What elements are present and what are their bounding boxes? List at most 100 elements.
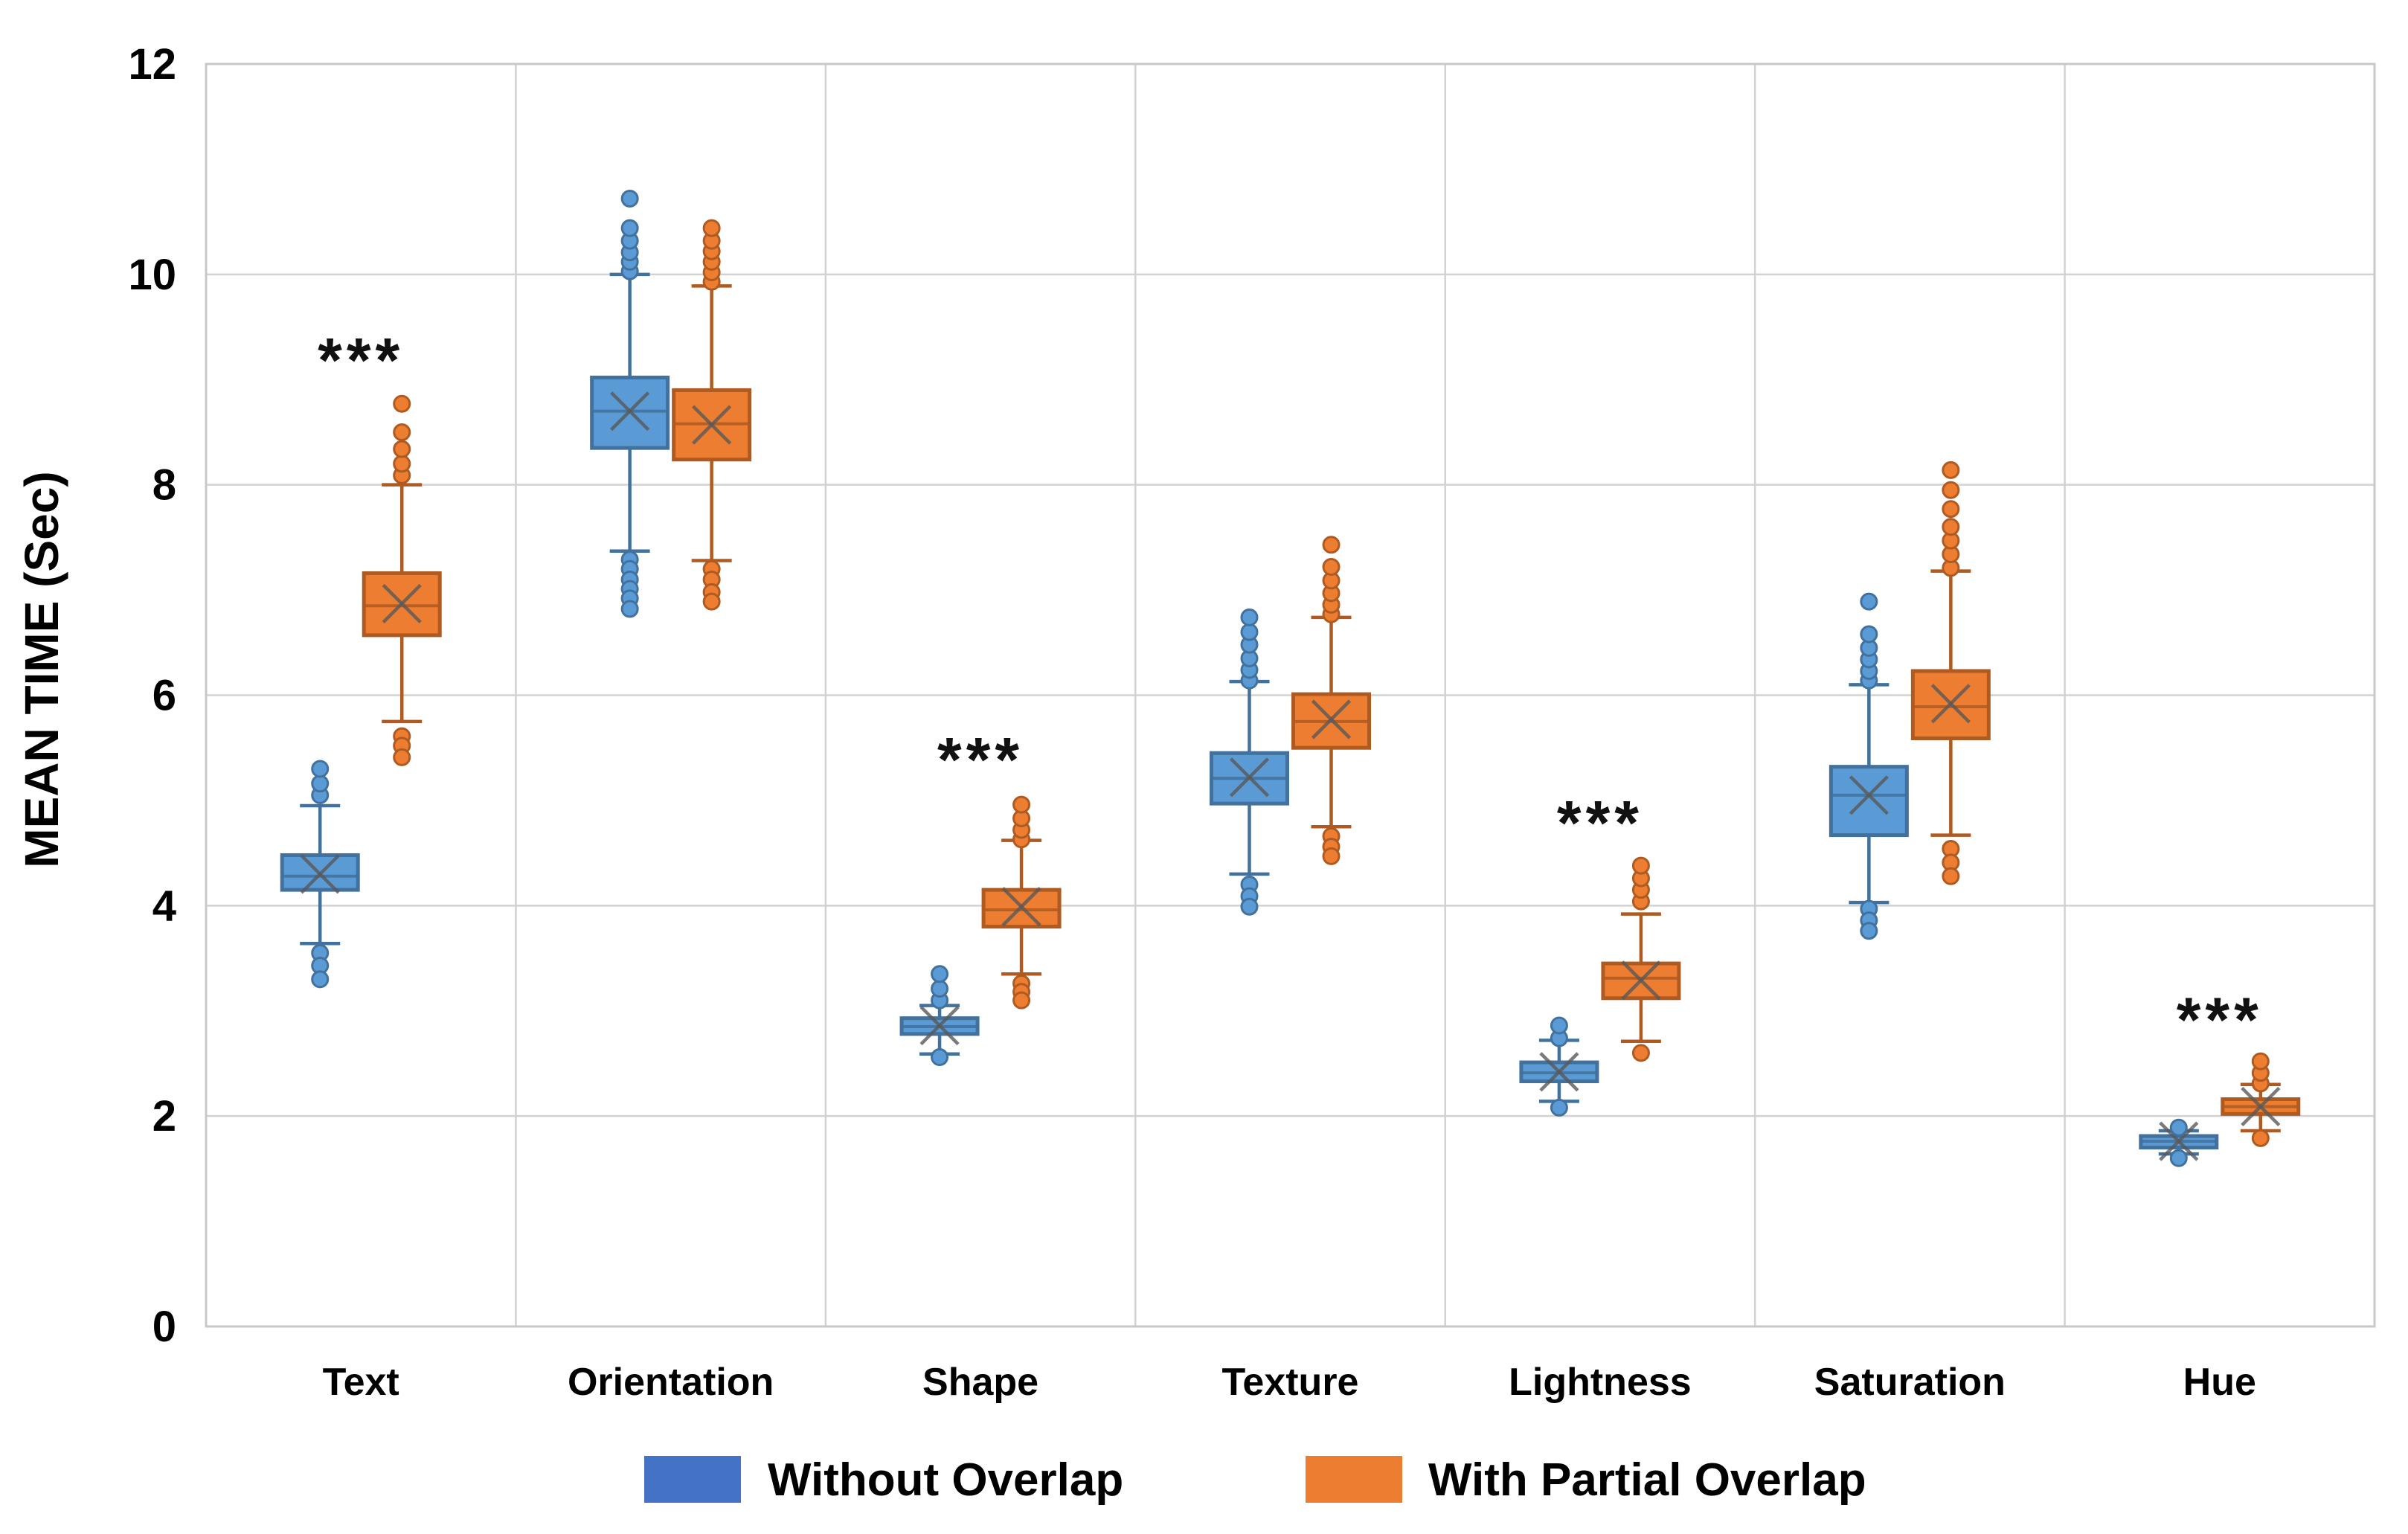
y-axis-title: MEAN TIME (Sec): [15, 471, 68, 867]
outlier-point: [311, 970, 330, 989]
significance-stars-hue: ***: [2177, 984, 2263, 1054]
plot-border: [205, 62, 2376, 1328]
outlier-point: [393, 394, 411, 413]
outlier-point: [1942, 518, 1960, 536]
y-tick-label: 4: [152, 882, 176, 930]
mean-marker: [1001, 887, 1041, 927]
legend-swatch-with-partial-overlap: [1306, 1456, 1402, 1503]
mean-marker: [1621, 960, 1661, 1001]
outlier-point: [620, 190, 639, 208]
mean-marker: [692, 405, 732, 445]
box-group-saturation: [1910, 460, 1991, 885]
box-group-orientation: [672, 219, 752, 611]
box-group-orientation: [590, 190, 670, 618]
box-group-shape: [981, 795, 1062, 1010]
legend-label: With Partial Overlap: [1428, 1454, 1866, 1506]
outlier-point: [1631, 856, 1650, 875]
outlier-point: [1322, 847, 1341, 865]
x-category-label-texture: Texture: [1222, 1361, 1359, 1404]
y-tick-label: 10: [128, 251, 176, 299]
outlier-point: [1860, 592, 1878, 611]
outlier-point: [620, 600, 639, 618]
box-group-text: [280, 760, 360, 989]
outlier-point: [1860, 625, 1878, 644]
box-group-saturation: [1829, 592, 1909, 940]
mean-marker: [919, 1005, 960, 1046]
mean-marker: [1311, 699, 1352, 739]
outlier-point: [1942, 460, 1960, 479]
box-group-text: [362, 394, 442, 766]
outlier-point: [1942, 867, 1960, 885]
outlier-point: [393, 455, 411, 473]
x-category-label-saturation: Saturation: [1814, 1361, 2006, 1404]
mean-marker: [382, 583, 422, 624]
outlier-point: [311, 760, 330, 778]
y-tick-label: 12: [128, 40, 176, 89]
outlier-point: [620, 219, 639, 237]
outlier-point: [393, 440, 411, 458]
outlier-point: [393, 423, 411, 441]
outlier-point: [2251, 1052, 2270, 1071]
y-tick-label: 0: [152, 1303, 176, 1351]
significance-stars-text: ***: [318, 325, 404, 395]
outlier-point: [1550, 1098, 1568, 1117]
x-category-label-shape: Shape: [922, 1361, 1038, 1404]
legend: Without Overlap With Partial Overlap: [644, 1454, 1866, 1506]
outlier-point: [1322, 536, 1341, 554]
outlier-point: [311, 774, 330, 793]
outlier-point: [1322, 557, 1341, 576]
mean-marker: [1229, 757, 1270, 798]
outlier-point: [1550, 1016, 1568, 1035]
outlier-point: [702, 219, 721, 237]
series-with-partial-overlap: [362, 219, 2301, 1147]
y-tick-label: 6: [152, 672, 176, 720]
mean-marker: [610, 391, 650, 431]
y-tick-label: 2: [152, 1092, 176, 1140]
legend-label: Without Overlap: [768, 1454, 1123, 1506]
outlier-point: [1942, 500, 1960, 519]
x-category-label-orientation: Orientation: [568, 1361, 774, 1404]
outlier-point: [1860, 922, 1878, 940]
box-group-shape: [899, 965, 980, 1066]
box-group-lightness: [1601, 856, 1681, 1062]
outlier-point: [2169, 1118, 2188, 1137]
outlier-point: [702, 592, 721, 611]
outlier-point: [1240, 897, 1259, 916]
outlier-point: [1240, 608, 1259, 626]
outlier-point: [1012, 991, 1031, 1010]
x-category-label-hue: Hue: [2183, 1361, 2256, 1404]
box-group-lightness: [1519, 1016, 1599, 1117]
mean-marker: [2241, 1086, 2281, 1127]
x-category-label-lightness: Lightness: [1509, 1361, 1692, 1404]
outlier-point: [1012, 795, 1031, 814]
mean-marker: [1849, 775, 1889, 815]
mean-marker: [300, 854, 340, 894]
outlier-point: [1240, 623, 1259, 641]
box-group-hue: [2221, 1052, 2301, 1147]
y-tick-label: 8: [152, 461, 176, 510]
mean-marker: [2159, 1121, 2199, 1161]
box-group-texture: [1291, 536, 1371, 865]
outlier-point: [2251, 1129, 2270, 1147]
outlier-point: [1942, 481, 1960, 499]
significance-stars-lightness: ***: [1557, 788, 1643, 858]
gridlines: [206, 62, 2375, 1328]
mean-marker: [1539, 1052, 1579, 1092]
outlier-point: [931, 1047, 949, 1066]
mean-marker: [1930, 684, 1971, 724]
legend-swatch-without-overlap: [644, 1456, 741, 1503]
outlier-point: [393, 748, 411, 766]
outlier-point: [931, 980, 949, 998]
outlier-point: [2169, 1149, 2188, 1167]
box-group-hue: [2139, 1118, 2219, 1167]
box-group-texture: [1210, 608, 1289, 916]
outlier-point: [1631, 1044, 1650, 1062]
iqr-box: [1829, 765, 1909, 838]
outlier-point: [931, 965, 949, 983]
series-without-overlap: [280, 190, 2219, 1167]
significance-stars-shape: ***: [937, 725, 1024, 795]
x-category-label-text: Text: [323, 1361, 399, 1404]
